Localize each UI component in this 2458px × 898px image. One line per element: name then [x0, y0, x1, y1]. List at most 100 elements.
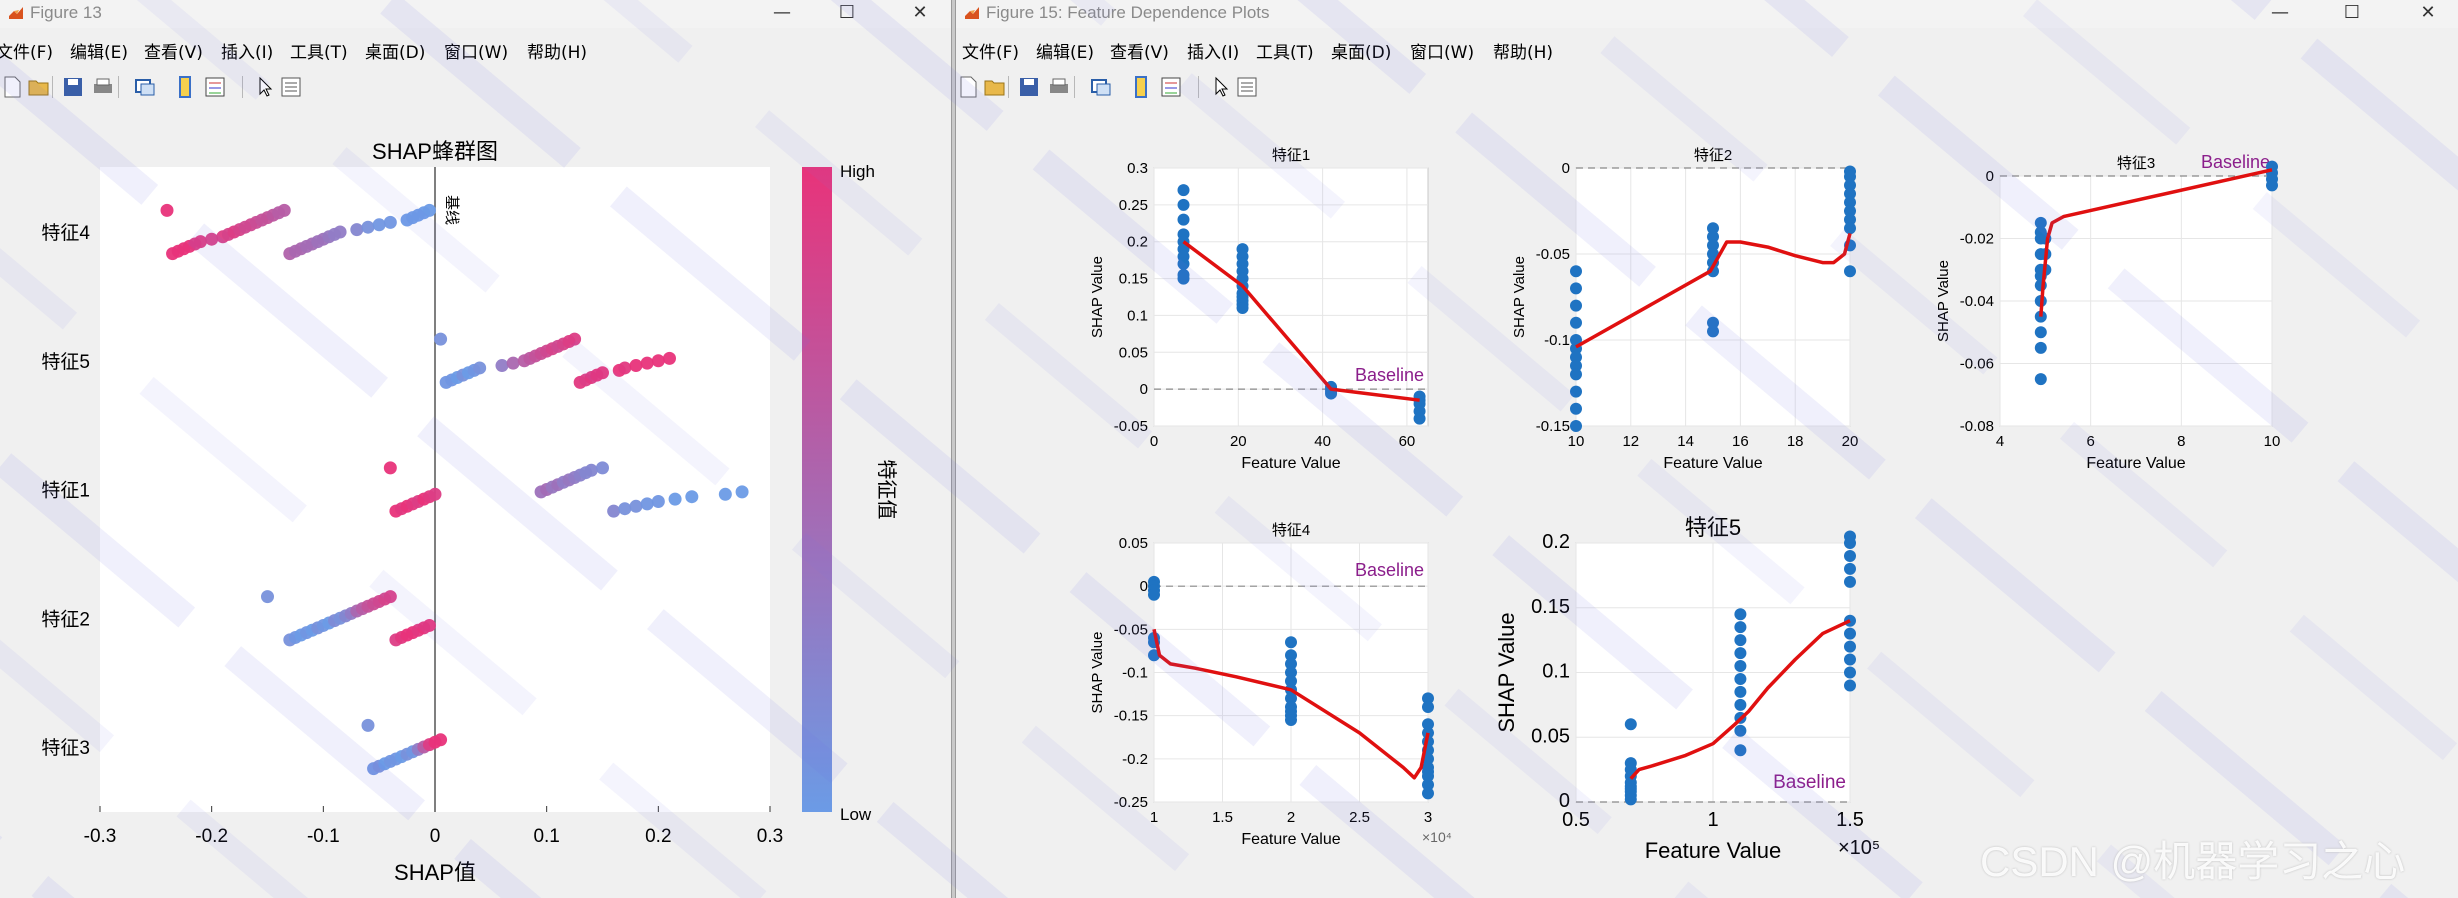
close-button[interactable]: ✕ [912, 2, 928, 23]
maximize-button[interactable]: ☐ [838, 2, 856, 23]
x-tick-label: 4 [1996, 433, 2004, 450]
y-tick-label: -0.1 [1544, 332, 1570, 349]
menu-window[interactable]: 窗口(W) [444, 43, 509, 63]
y-tick-label: 0.05 [1119, 344, 1148, 361]
subplot-2: -0.15 -0.1 -0.05 0 10 12 14 16 18 20 特征2 Feature Va… [1511, 147, 1858, 472]
data-point [1734, 672, 1747, 685]
x-tick-label: 1.5 [1836, 809, 1864, 831]
menu-insert[interactable]: 插入(I) [1187, 43, 1240, 63]
y-tick-label: 0 [1986, 168, 1994, 185]
swarm-point [640, 356, 654, 370]
data-point [1285, 636, 1297, 649]
subplot-4: -0.25 -0.2 -0.15 -0.1 -0.05 0 0.05 1 1.5 2 2.5 3 ×10… [1089, 522, 1452, 848]
y-tick-label: -0.02 [1960, 231, 1994, 248]
pointer-icon[interactable] [252, 74, 278, 100]
data-point [1177, 257, 1190, 270]
baseline-label: Baseline [2201, 152, 2270, 172]
y-tick-label: -0.05 [1114, 621, 1148, 638]
property-editor-icon[interactable] [278, 74, 304, 100]
toolbar [0, 70, 951, 106]
menu-file[interactable]: 文件(F) [962, 43, 1020, 63]
data-point [1844, 562, 1856, 575]
pointer-icon[interactable] [1208, 74, 1234, 100]
x-tick-label: 1.5 [1212, 809, 1233, 826]
toolbar-separator [1198, 76, 1199, 98]
swarm-point [428, 487, 442, 501]
menu-desktop[interactable]: 桌面(D) [1331, 43, 1392, 63]
x-exponent: ×10⁵ [1838, 837, 1880, 859]
x-axis-label: Feature Value [1663, 455, 1762, 472]
data-point [1624, 718, 1637, 731]
data-point [1148, 588, 1160, 601]
y-tick-label: -0.08 [1960, 418, 1994, 435]
new-file-icon[interactable] [0, 74, 26, 100]
data-point [1734, 744, 1747, 757]
minimize-button[interactable]: — [773, 2, 791, 23]
menu-tools[interactable]: 工具(T) [1256, 43, 1314, 63]
link-plot-icon[interactable] [132, 74, 158, 100]
x-tick-label: -0.3 [84, 826, 117, 847]
menu-edit[interactable]: 编辑(E) [70, 43, 129, 63]
x-tick-label: 40 [1314, 433, 1331, 450]
data-point [1422, 701, 1434, 714]
y-tick-label: -0.15 [1114, 708, 1148, 725]
title-bar[interactable]: Figure 13 — ☐ ✕ [0, 0, 951, 28]
menu-help[interactable]: 帮助(H) [527, 43, 588, 63]
menu-edit[interactable]: 编辑(E) [1036, 43, 1095, 63]
menu-insert[interactable]: 插入(I) [221, 43, 274, 63]
property-editor-icon[interactable] [1234, 74, 1260, 100]
menu-help[interactable]: 帮助(H) [1493, 43, 1554, 63]
x-tick-label: 0.5 [1562, 809, 1590, 831]
menu-view[interactable]: 查看(V) [144, 43, 203, 63]
menu-window[interactable]: 窗口(W) [1410, 43, 1475, 63]
colorbar-icon[interactable] [172, 74, 198, 100]
window-title: Figure 15: Feature Dependence Plots [986, 3, 1270, 22]
legend-icon[interactable] [202, 74, 228, 100]
minimize-button[interactable]: — [2271, 2, 2289, 23]
legend-icon[interactable] [1158, 74, 1184, 100]
save-icon[interactable] [60, 74, 86, 100]
maximize-button[interactable]: ☐ [2343, 2, 2361, 23]
swarm-point [618, 361, 632, 375]
y-tick-label: -0.25 [1114, 794, 1148, 811]
menu-bar: 文件(F) 编辑(E) 查看(V) 插入(I) 工具(T) 桌面(D) 窗口(W… [956, 36, 2458, 64]
y-tick-label: -0.1 [1122, 665, 1148, 682]
subplot-title: 特征3 [2117, 155, 2155, 172]
swarm-point [668, 492, 682, 506]
menu-file[interactable]: 文件(F) [0, 43, 54, 63]
category-label: 特征5 [41, 351, 90, 373]
swarm-point [261, 590, 274, 604]
x-tick-label: -0.1 [307, 826, 340, 847]
swarm-point [434, 332, 448, 346]
x-axis-label: SHAP值 [394, 860, 476, 885]
menu-desktop[interactable]: 桌面(D) [365, 43, 426, 63]
swarm-point [350, 223, 364, 237]
x-tick-label: 0 [430, 826, 441, 847]
data-point [2034, 373, 2047, 386]
subplot-title: 特征2 [1694, 147, 1732, 164]
y-tick-label: -0.15 [1536, 418, 1570, 435]
x-tick-label: 10 [1568, 433, 1585, 450]
open-folder-icon[interactable] [26, 74, 52, 100]
print-icon[interactable] [1046, 74, 1072, 100]
data-point [1236, 302, 1249, 315]
x-axis-label: Feature Value [2086, 455, 2185, 472]
swarm-point [735, 485, 749, 499]
colorbar-icon[interactable] [1128, 74, 1154, 100]
swarm-point [685, 490, 699, 504]
menu-view[interactable]: 查看(V) [1110, 43, 1169, 63]
open-folder-icon[interactable] [982, 74, 1008, 100]
y-axis-label: SHAP Value [1089, 632, 1106, 714]
link-plot-icon[interactable] [1088, 74, 1114, 100]
figure-canvas: SHAP蜂群图 特征4 特征5 特征1 特征2 特征3 -0.3 -0.2 -0.1 0 0.1 0.… [0, 112, 951, 898]
menu-tools[interactable]: 工具(T) [290, 43, 348, 63]
new-file-icon[interactable] [956, 74, 982, 100]
close-button[interactable]: ✕ [2420, 2, 2436, 23]
data-point [1734, 608, 1747, 621]
x-axis-label: Feature Value [1241, 831, 1340, 848]
save-icon[interactable] [1016, 74, 1042, 100]
title-bar[interactable]: Figure 15: Feature Dependence Plots — ☐ … [956, 0, 2458, 28]
x-tick-label: 2 [1287, 809, 1295, 826]
swarm-point [640, 497, 654, 511]
print-icon[interactable] [90, 74, 116, 100]
